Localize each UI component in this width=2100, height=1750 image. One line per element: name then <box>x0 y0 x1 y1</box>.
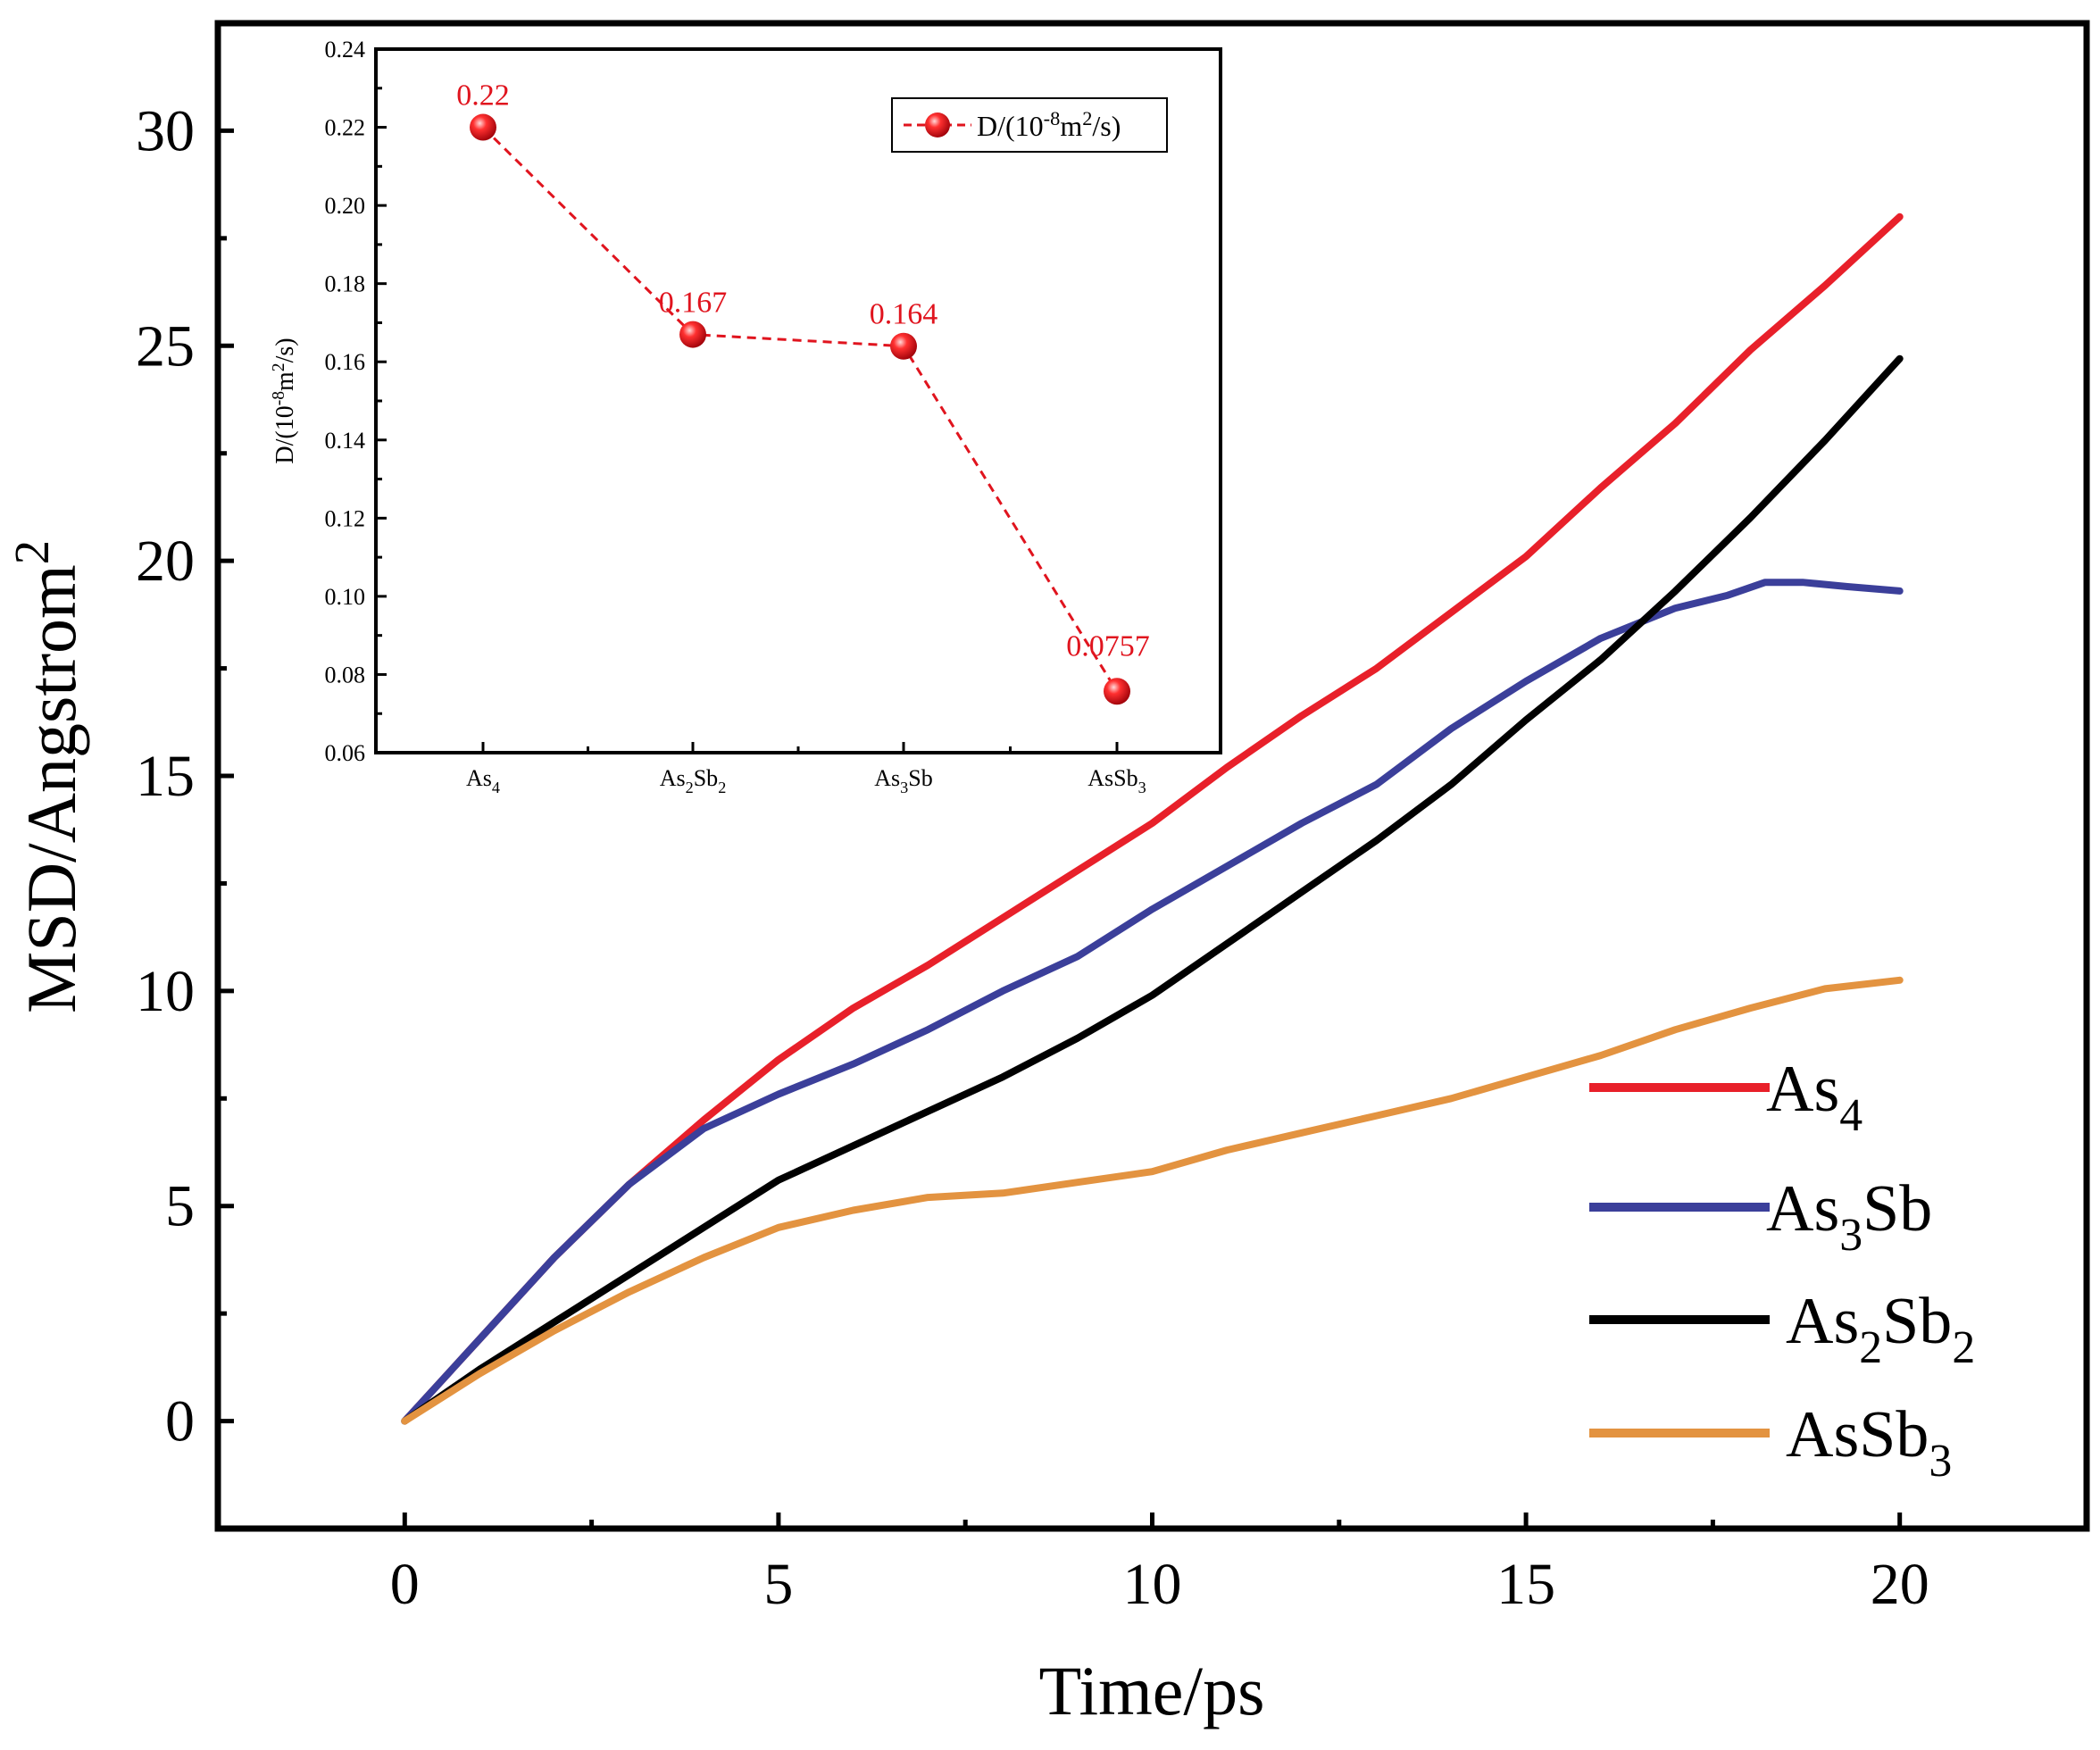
x-tick-label: 0 <box>390 1552 420 1617</box>
inset-y-tick-label: 0.22 <box>325 115 366 141</box>
inset-legend: D/(10-8m2/s) <box>891 97 1168 153</box>
inset-x-tick-label: As2Sb2 <box>660 765 727 796</box>
legend-label-As4: As4 <box>1766 1053 1862 1141</box>
y-tick-label: 10 <box>136 959 195 1024</box>
y-axis-title-sup: 2 <box>4 540 59 564</box>
inset-y-tick-label: 0.06 <box>325 740 366 766</box>
inset-x-tick-label: AsSb3 <box>1088 765 1146 796</box>
x-tick-label: 5 <box>763 1552 793 1617</box>
series-line-As3Sb <box>401 579 1904 1425</box>
y-tick-label: 30 <box>136 98 195 163</box>
inset-dashed-line <box>481 126 1119 693</box>
y-tick-label: 20 <box>136 529 195 594</box>
inset-value-label-As3Sb: 0.164 <box>870 298 938 331</box>
inset-y-tick-label: 0.14 <box>325 428 366 454</box>
y-axis-title-main: MSD/Angstrom <box>12 564 90 1013</box>
main-series-lines <box>401 212 1904 1425</box>
inset-point-As3Sb <box>890 332 917 360</box>
y-tick-label: 0 <box>165 1389 195 1454</box>
y-axis-title: MSD/Angstrom2 <box>4 540 90 1013</box>
series-line-As2Sb2 <box>401 354 1904 1425</box>
inset-y-axis-title: D/(10-8m2/s) <box>270 338 299 463</box>
legend-label-As2Sb2: As2Sb2 <box>1786 1285 1975 1373</box>
legend-label-AsSb3: AsSb3 <box>1786 1398 1952 1487</box>
inset-point-As4 <box>470 113 496 141</box>
x-axis-title: Time/ps <box>1039 1652 1265 1729</box>
inset-y-tick-label: 0.16 <box>325 349 366 375</box>
inset-point-As2Sb2 <box>679 321 706 348</box>
inset-y-tick-label: 0.24 <box>325 37 366 62</box>
y-tick-label: 5 <box>165 1174 195 1239</box>
x-tick-label: 15 <box>1496 1552 1555 1617</box>
inset-y-tick-label: 0.08 <box>325 662 366 688</box>
inset-value-label-As2Sb2: 0.167 <box>659 287 728 320</box>
inset-legend-marker <box>925 112 950 138</box>
inset-point-AsSb3 <box>1104 678 1130 705</box>
inset-y-tick-label: 0.10 <box>325 584 366 610</box>
x-tick-label: 10 <box>1123 1552 1182 1617</box>
inset-axis-ticks: 0.06 0.08 0.10 0.12 0.14 0.16 0.18 0.20 0.22 0.24… <box>325 37 1146 796</box>
inset-x-tick-label: As3Sb <box>874 765 932 796</box>
main-axis-ticks: 0 5 10 15 20 0 5 10 15 20 25 30 <box>136 98 1929 1617</box>
inset-value-label-As4: 0.22 <box>456 79 510 112</box>
y-tick-label: 15 <box>136 744 195 809</box>
series-line-AsSb3 <box>401 976 1904 1425</box>
main-legend: As4 As3Sb As2Sb2 AsSb3 <box>1589 1053 1975 1487</box>
inset-y-tick-label: 0.20 <box>325 193 366 219</box>
legend-label-As3Sb: As3Sb <box>1766 1172 1932 1261</box>
inset-series: 0.22 0.167 0.164 0.0757 <box>456 79 1150 705</box>
inset-value-label-AsSb3: 0.0757 <box>1066 629 1150 662</box>
inset-legend-label: D/(10-8m2/s) <box>977 107 1121 142</box>
x-tick-label: 20 <box>1871 1552 1929 1617</box>
inset-y-tick-label: 0.12 <box>325 505 366 531</box>
inset-x-tick-label: As4 <box>466 765 500 796</box>
y-tick-label: 25 <box>136 313 195 379</box>
inset-y-tick-label: 0.18 <box>325 271 366 297</box>
inset-background <box>376 49 1221 753</box>
